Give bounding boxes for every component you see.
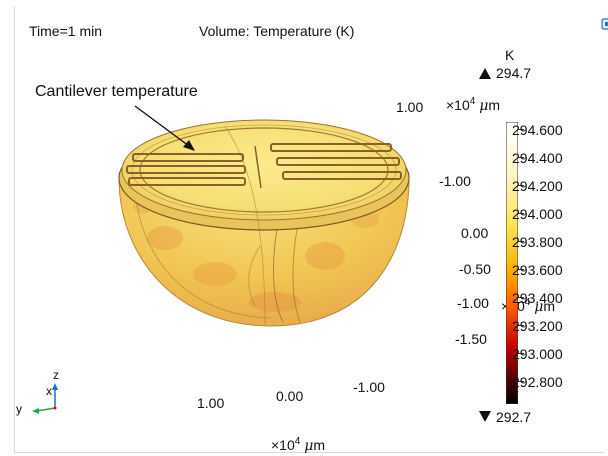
- axis-triad: [32, 383, 58, 414]
- colorbar-tick-label: 294.200: [512, 178, 563, 194]
- colorbar-tick-mark: [518, 213, 524, 214]
- min-arrow-icon: [479, 411, 491, 422]
- time-label: Time=1 min: [29, 23, 103, 39]
- colorbar-min: 292.7: [496, 409, 532, 425]
- annotation-arrow: [134, 105, 190, 147]
- axis-tick: 0.00: [276, 388, 304, 404]
- colorbar-tick-label: 293.200: [512, 318, 563, 334]
- plot-title: Volume: Temperature (K): [199, 23, 355, 39]
- axis-scale-top: ×104 μm: [446, 96, 500, 114]
- colorbar-tick-label: 294.400: [512, 150, 563, 166]
- axis-tick: 1.00: [197, 395, 225, 411]
- model-view[interactable]: [15, 6, 605, 452]
- colorbar-unit: K: [505, 47, 515, 63]
- axis-tick: -1.50: [455, 331, 487, 347]
- cantilever-right: [270, 143, 402, 180]
- colorbar-tick-mark: [518, 297, 524, 298]
- colorbar-tick-mark: [518, 241, 524, 242]
- colorbar-tick-mark: [518, 353, 524, 354]
- axis-tick: -1.00: [439, 173, 471, 189]
- axis-tick: 0.00: [461, 225, 489, 241]
- axis-tick: -1.00: [457, 295, 489, 311]
- colorbar-tick-mark: [518, 185, 524, 186]
- triad-x-label: x: [46, 384, 52, 398]
- colorbar-tick-label: 294.000: [512, 206, 563, 222]
- axis-tick: 1.00: [396, 99, 424, 115]
- axis-tick: -1.00: [353, 379, 385, 395]
- colorbar-tick-label: 294.600: [512, 122, 563, 138]
- axis-tick: -0.50: [459, 261, 491, 277]
- colorbar: [506, 122, 518, 404]
- colorbar-tick-label: 293.000: [512, 346, 563, 362]
- colorbar-tick-label: 292.800: [512, 374, 563, 390]
- colorbar-tick-mark: [518, 157, 524, 158]
- colorbar-tick-label: 293.600: [512, 262, 563, 278]
- triad-y-label: y: [16, 402, 22, 416]
- graphics-window[interactable]: Time=1 min Volume: Temperature (K): [14, 6, 608, 454]
- colorbar-tick-label: 293.400: [512, 290, 563, 306]
- max-arrow-icon: [479, 68, 491, 79]
- colorbar-max: 294.7: [496, 65, 532, 81]
- axis-scale-bottom: ×104 μm: [271, 436, 325, 454]
- colorbar-tick-mark: [518, 269, 524, 270]
- colorbar-tick-mark: [518, 325, 524, 326]
- annotation-label: Cantilever temperature: [35, 83, 198, 100]
- colorbar-tick-label: 293.800: [512, 234, 563, 250]
- colorbar-tick-mark: [518, 381, 524, 382]
- triad-z-label: z: [53, 368, 59, 382]
- cantilever-left: [126, 153, 246, 186]
- view-options-icon[interactable]: [601, 18, 608, 30]
- disk-top: [121, 119, 407, 221]
- colorbar-tick-mark: [518, 129, 524, 130]
